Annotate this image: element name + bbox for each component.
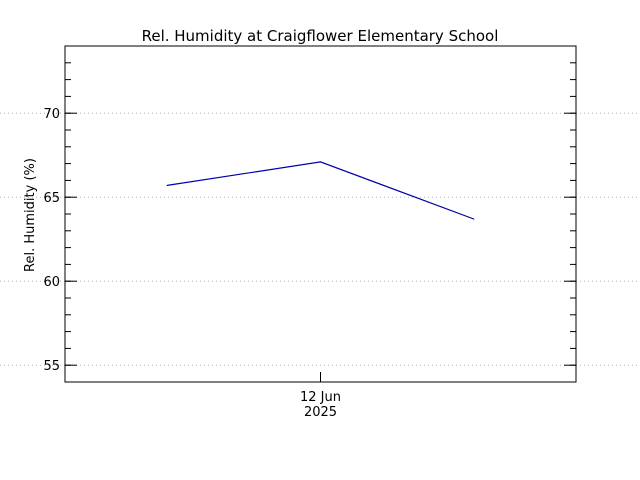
y-axis-label: Rel. Humidity (%) bbox=[23, 158, 38, 272]
y-tick-labels: 55 60 65 70 bbox=[43, 107, 60, 374]
y-tick-label: 65 bbox=[43, 191, 60, 206]
major-ticks bbox=[65, 112, 576, 382]
y-tick-label: 70 bbox=[43, 107, 60, 122]
chart-title: Rel. Humidity at Craigflower Elementary … bbox=[142, 27, 499, 45]
y-tick-label: 60 bbox=[43, 275, 60, 290]
data-point bbox=[473, 218, 475, 220]
y-tick-label: 55 bbox=[43, 359, 60, 374]
data-point bbox=[319, 161, 322, 163]
gridlines bbox=[0, 112, 640, 366]
data-point bbox=[166, 184, 168, 187]
series-line bbox=[167, 161, 475, 220]
x-tick-label-year: 2025 bbox=[304, 405, 337, 420]
series-points bbox=[166, 161, 475, 220]
minor-ticks bbox=[65, 45, 576, 383]
plot-frame bbox=[64, 45, 577, 383]
x-tick-label-date: 12 Jun bbox=[300, 390, 341, 405]
